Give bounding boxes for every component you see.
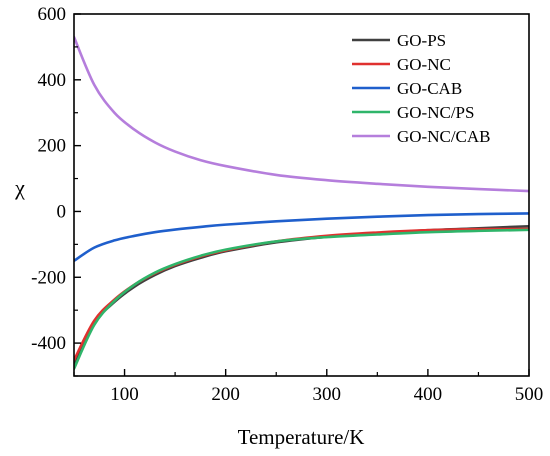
series-line-go-cab: [74, 212, 529, 263]
legend: GO-PS GO-NC GO-CAB GO-NC/PS GO-NC/CAB: [352, 31, 491, 146]
axis-ticks: 100 200 300 400 500 -400 -200 0 200 400 600: [31, 4, 543, 405]
x-tick-label: 500: [515, 384, 544, 405]
y-tick-label: -400: [31, 333, 66, 354]
y-tick-label: 200: [38, 136, 67, 157]
y-tick-label: -200: [31, 267, 66, 288]
y-tick-label: 400: [38, 70, 67, 91]
series-line-go-ps: [74, 224, 529, 366]
legend-label: GO-CAB: [397, 79, 462, 98]
legend-label: GO-NC/PS: [397, 103, 474, 122]
series-line-go-nc-ps: [74, 228, 529, 371]
series-lines: [74, 35, 529, 371]
plot-frame: [73, 13, 530, 377]
series-line-go-nc-cab: [74, 35, 529, 193]
y-axis-label: χ: [14, 175, 25, 200]
x-tick-label: 100: [110, 384, 139, 405]
y-tick-label: 600: [38, 4, 67, 25]
y-tick-label: 0: [57, 201, 67, 222]
x-tick-label: 300: [313, 384, 342, 405]
x-axis-label: Temperature/K: [238, 425, 365, 449]
series-line-go-nc: [74, 227, 529, 362]
legend-label: GO-NC/CAB: [397, 127, 491, 146]
x-tick-label: 400: [414, 384, 443, 405]
x-tick-label: 200: [211, 384, 240, 405]
legend-label: GO-NC: [397, 55, 451, 74]
legend-label: GO-PS: [397, 31, 446, 50]
